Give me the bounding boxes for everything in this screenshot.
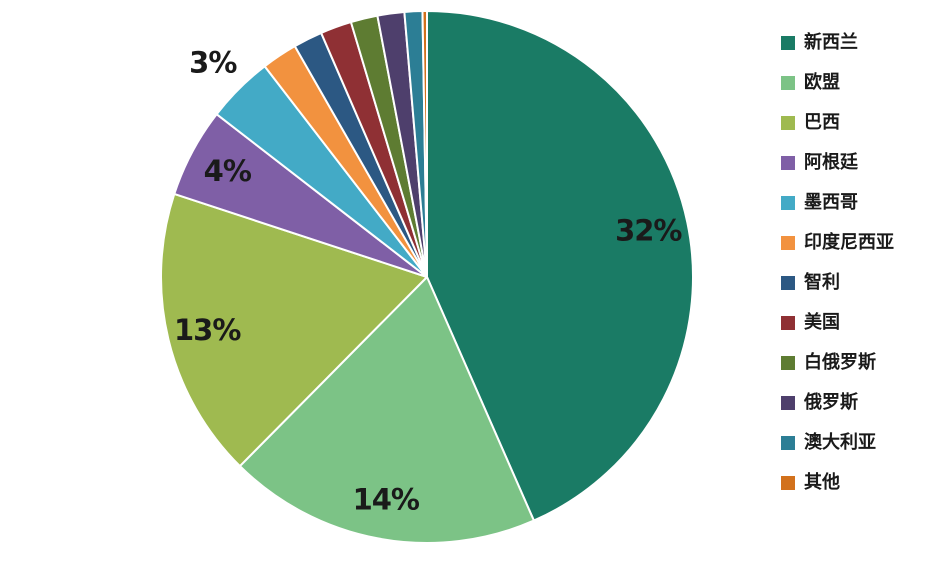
legend-label: 欧盟	[804, 72, 840, 93]
legend-item-白俄罗斯: 白俄罗斯	[781, 343, 894, 383]
legend-label: 阿根廷	[804, 152, 858, 173]
slice-label-新西兰: 32%	[615, 214, 682, 248]
legend-item-新西兰: 新西兰	[781, 23, 894, 63]
legend-swatch-icon	[781, 436, 795, 450]
pie-slice-欧盟	[238, 276, 535, 544]
legend-item-阿根廷: 阿根廷	[781, 143, 894, 183]
legend-label: 其他	[804, 472, 840, 493]
legend-label: 澳大利亚	[804, 432, 876, 453]
legend-swatch-icon	[781, 196, 795, 210]
legend-label: 智利	[804, 272, 840, 293]
legend-item-美国: 美国	[781, 303, 894, 343]
slice-label-欧盟: 14%	[353, 482, 420, 516]
legend-swatch-icon	[781, 276, 795, 290]
legend-swatch-icon	[781, 396, 795, 410]
slice-label-阿根廷: 4%	[204, 154, 252, 188]
slice-label-巴西: 13%	[174, 313, 241, 347]
legend-swatch-icon	[781, 356, 795, 370]
legend-label: 新西兰	[804, 32, 858, 53]
legend-label: 俄罗斯	[804, 392, 858, 413]
legend-item-欧盟: 欧盟	[781, 63, 894, 103]
legend-swatch-icon	[781, 116, 795, 130]
legend-item-智利: 智利	[781, 263, 894, 303]
pie-slice-巴西	[160, 192, 428, 468]
legend-label: 印度尼西亚	[804, 232, 894, 253]
legend-label: 美国	[804, 312, 840, 333]
legend-swatch-icon	[781, 476, 795, 490]
legend-item-澳大利亚: 澳大利亚	[781, 423, 894, 463]
slice-label-墨西哥: 3%	[189, 45, 237, 79]
legend-swatch-icon	[781, 236, 795, 250]
legend: 新西兰欧盟巴西阿根廷墨西哥印度尼西亚智利美国白俄罗斯俄罗斯澳大利亚其他	[781, 23, 894, 503]
legend-item-印度尼西亚: 印度尼西亚	[781, 223, 894, 263]
legend-item-墨西哥: 墨西哥	[781, 183, 894, 223]
legend-label: 白俄罗斯	[804, 352, 876, 373]
pie-slice-新西兰	[426, 10, 694, 522]
legend-item-俄罗斯: 俄罗斯	[781, 383, 894, 423]
legend-swatch-icon	[781, 36, 795, 50]
legend-swatch-icon	[781, 76, 795, 90]
legend-label: 墨西哥	[804, 192, 858, 213]
legend-item-巴西: 巴西	[781, 103, 894, 143]
legend-swatch-icon	[781, 316, 795, 330]
legend-swatch-icon	[781, 156, 795, 170]
legend-label: 巴西	[804, 112, 840, 133]
pie-slice-其他	[421, 10, 428, 278]
legend-item-其他: 其他	[781, 463, 894, 503]
